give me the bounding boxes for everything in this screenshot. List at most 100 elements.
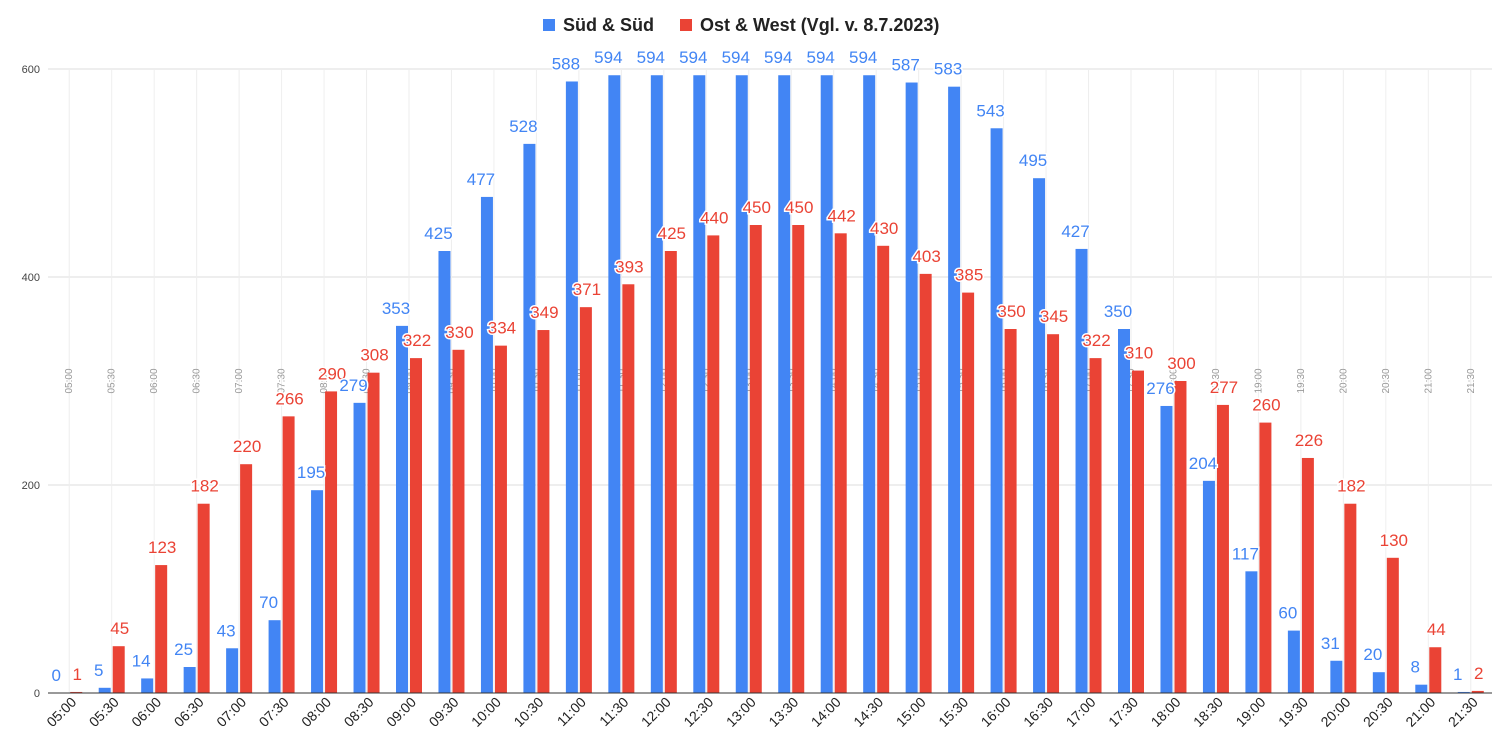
data-label-ost-west: 2 bbox=[1474, 664, 1483, 683]
y-tick-label: 400 bbox=[22, 272, 40, 284]
data-label-sued: 594 bbox=[637, 48, 665, 67]
data-label-sued: 204 bbox=[1189, 454, 1217, 473]
bar-ost-west-06:00 bbox=[155, 565, 168, 693]
bar-ost-west-21:00 bbox=[1429, 647, 1442, 693]
inner-time-label: 06:00 bbox=[149, 368, 160, 393]
bar-ost-west-20:30 bbox=[1386, 557, 1399, 693]
data-label-sued: 583 bbox=[934, 60, 962, 79]
bar-sued-20:30 bbox=[1372, 672, 1385, 693]
inner-time-label: 10:00 bbox=[489, 368, 500, 393]
bar-sued-21:00 bbox=[1415, 684, 1428, 693]
bar-sued-15:30 bbox=[948, 86, 961, 694]
bar-sued-18:00 bbox=[1160, 405, 1173, 693]
data-label-sued: 43 bbox=[217, 621, 236, 640]
bar-sued-09:30 bbox=[438, 251, 451, 693]
inner-time-label: 12:30 bbox=[701, 368, 712, 393]
x-tick-label: 09:30 bbox=[425, 694, 461, 730]
data-label-sued: 587 bbox=[891, 56, 919, 75]
bar-ost-west-11:00 bbox=[579, 307, 592, 693]
data-label-ost-west: 393 bbox=[615, 257, 643, 276]
x-tick-label: 20:30 bbox=[1360, 694, 1396, 730]
x-tick-label: 10:00 bbox=[468, 694, 504, 730]
y-tick-label: 0 bbox=[34, 688, 40, 700]
bar-ost-west-12:00 bbox=[664, 251, 677, 693]
inner-time-label: 19:30 bbox=[1296, 368, 1307, 393]
bar-sued-10:30 bbox=[523, 143, 536, 693]
bar-sued-16:30 bbox=[1033, 178, 1046, 693]
x-tick-label: 15:30 bbox=[935, 694, 971, 730]
inner-time-label: 08:30 bbox=[362, 368, 373, 393]
bar-ost-west-07:30 bbox=[282, 416, 295, 693]
bar-ost-west-08:00 bbox=[325, 391, 338, 693]
bar-sued-14:00 bbox=[820, 75, 833, 694]
bar-ost-west-21:30 bbox=[1471, 690, 1484, 693]
data-label-ost-west: 330 bbox=[445, 323, 473, 342]
inner-time-label: 18:00 bbox=[1168, 368, 1179, 393]
bar-sued-14:30 bbox=[863, 75, 876, 694]
bar-sued-06:00 bbox=[141, 678, 154, 693]
inner-time-labels: 05:00 05:30 06:00 06:30 07:00 07:30 08:00 08:30… bbox=[64, 368, 1477, 393]
bar-sued-08:00 bbox=[311, 490, 324, 693]
bar-ost-west-08:30 bbox=[367, 372, 380, 693]
inner-time-label: 09:00 bbox=[404, 368, 415, 393]
inner-time-label: 10:30 bbox=[531, 368, 542, 393]
x-tick-label: 19:30 bbox=[1275, 694, 1311, 730]
x-tick-label: 19:00 bbox=[1232, 694, 1268, 730]
data-label-ost-west: 260 bbox=[1252, 396, 1280, 415]
bar-ost-west-05:00 bbox=[70, 691, 83, 693]
data-label-sued: 477 bbox=[467, 170, 495, 189]
data-label-sued: 425 bbox=[424, 224, 452, 243]
data-label-sued: 70 bbox=[259, 593, 278, 612]
inner-time-label: 17:00 bbox=[1084, 368, 1095, 393]
inner-time-label: 20:00 bbox=[1338, 368, 1349, 393]
data-label-ost-west: 345 bbox=[1040, 307, 1068, 326]
bar-ost-west-13:00 bbox=[749, 225, 762, 693]
data-label-ost-west: 300 bbox=[1167, 354, 1195, 373]
data-label-ost-west: 334 bbox=[488, 319, 516, 338]
data-label-ost-west: 277 bbox=[1210, 378, 1238, 397]
data-label-sued: 594 bbox=[722, 48, 750, 67]
bar-sued-05:30 bbox=[98, 687, 111, 693]
data-label-sued: 588 bbox=[552, 54, 580, 73]
x-tick-label: 06:00 bbox=[128, 694, 164, 730]
data-label-ost-west: 371 bbox=[573, 280, 601, 299]
bar-sued-17:00 bbox=[1075, 248, 1088, 694]
x-tick-label: 08:30 bbox=[341, 694, 377, 730]
bar-ost-west-10:30 bbox=[537, 330, 550, 693]
data-label-ost-west: 226 bbox=[1295, 431, 1323, 450]
inner-time-label: 07:00 bbox=[234, 368, 245, 393]
data-label-sued: 276 bbox=[1146, 379, 1174, 398]
inner-time-label: 16:00 bbox=[999, 368, 1010, 393]
data-label-ost-west: 442 bbox=[828, 206, 856, 225]
data-label-sued: 495 bbox=[1019, 151, 1047, 170]
data-label-ost-west: 290 bbox=[318, 364, 346, 383]
data-label-sued: 350 bbox=[1104, 302, 1132, 321]
x-tick-label: 14:30 bbox=[850, 694, 886, 730]
data-labels: 0 1 54514123251824322070266195290279308353… bbox=[50, 47, 1485, 687]
data-label-sued: 594 bbox=[594, 48, 622, 67]
bar-ost-west-09:30 bbox=[452, 349, 465, 693]
legend: Süd & Süd Ost & West (Vgl. v. 8.7.2023) bbox=[543, 15, 939, 35]
bar-ost-west-10:00 bbox=[494, 345, 507, 693]
inner-time-label: 16:30 bbox=[1041, 368, 1052, 393]
data-label-ost-west: 266 bbox=[275, 389, 303, 408]
data-label-sued: 279 bbox=[339, 376, 367, 395]
data-label-sued: 14 bbox=[132, 651, 151, 670]
data-label-sued: 20 bbox=[1363, 645, 1382, 664]
data-label-sued: 353 bbox=[382, 299, 410, 318]
bar-ost-west-20:00 bbox=[1344, 503, 1357, 693]
x-tick-label: 18:00 bbox=[1147, 694, 1183, 730]
inner-time-label: 17:30 bbox=[1126, 368, 1137, 393]
bar-sued-19:30 bbox=[1287, 630, 1300, 693]
x-tick-label: 05:30 bbox=[86, 694, 122, 730]
data-label-ost-west: 349 bbox=[530, 303, 558, 322]
inner-time-label: 12:00 bbox=[659, 368, 670, 393]
bar-ost-west-18:30 bbox=[1216, 404, 1229, 693]
bar-ost-west-19:00 bbox=[1259, 422, 1272, 693]
data-label-ost-west: 45 bbox=[110, 619, 129, 638]
bar-sued-16:00 bbox=[990, 128, 1003, 693]
bar-sued-06:30 bbox=[183, 667, 196, 693]
bar-sued-19:00 bbox=[1245, 571, 1258, 693]
x-tick-label: 15:00 bbox=[893, 694, 929, 730]
